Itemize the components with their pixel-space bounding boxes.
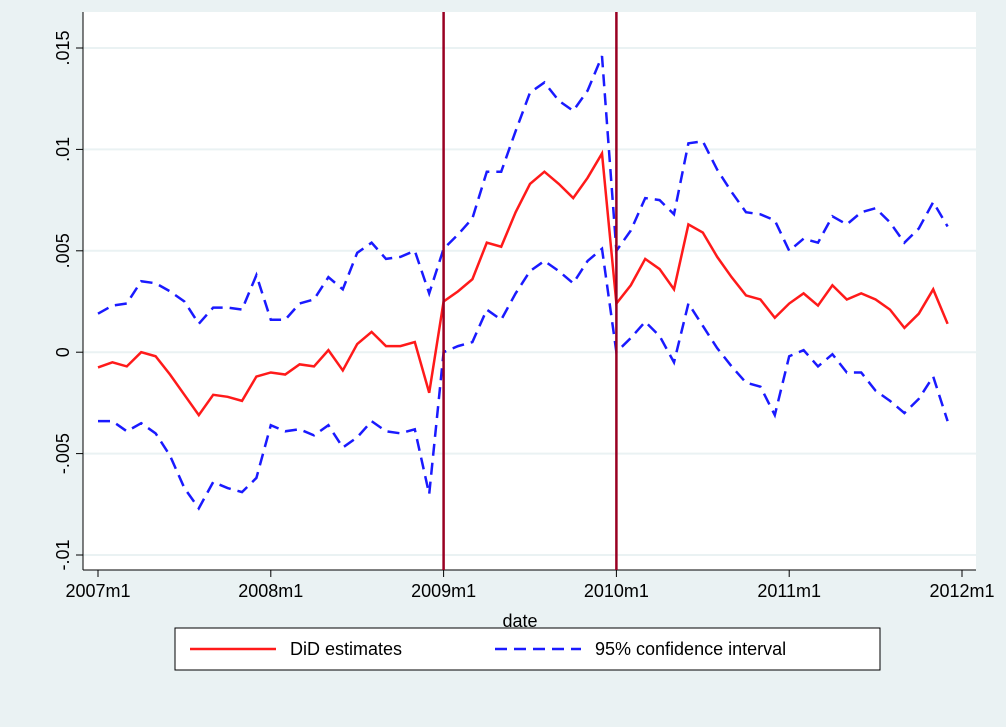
x-tick-label: 2010m1 (584, 581, 649, 601)
y-tick-label: -.01 (53, 539, 73, 570)
legend (174, 627, 881, 671)
x-tick-label: 2012m1 (929, 581, 994, 601)
x-axis-label: date (502, 611, 537, 631)
series-line (98, 246, 949, 511)
grid (83, 47, 976, 556)
legend-label: 95% confidence interval (595, 639, 786, 659)
y-tick-label: .015 (53, 30, 73, 65)
y-tick-label: .01 (53, 137, 73, 162)
y-tick-label: .005 (53, 233, 73, 268)
legend-label: DiD estimates (290, 639, 402, 659)
x-tick-label: 2011m1 (757, 581, 821, 601)
x-tick-label: 2008m1 (238, 581, 303, 601)
y-tick-label: -.005 (53, 433, 73, 474)
x-tick-label: 2009m1 (411, 581, 476, 601)
y-tick-label: 0 (53, 347, 73, 357)
series-line (97, 149, 949, 418)
series-line (97, 55, 949, 326)
x-tick-label: 2007m1 (65, 581, 130, 601)
